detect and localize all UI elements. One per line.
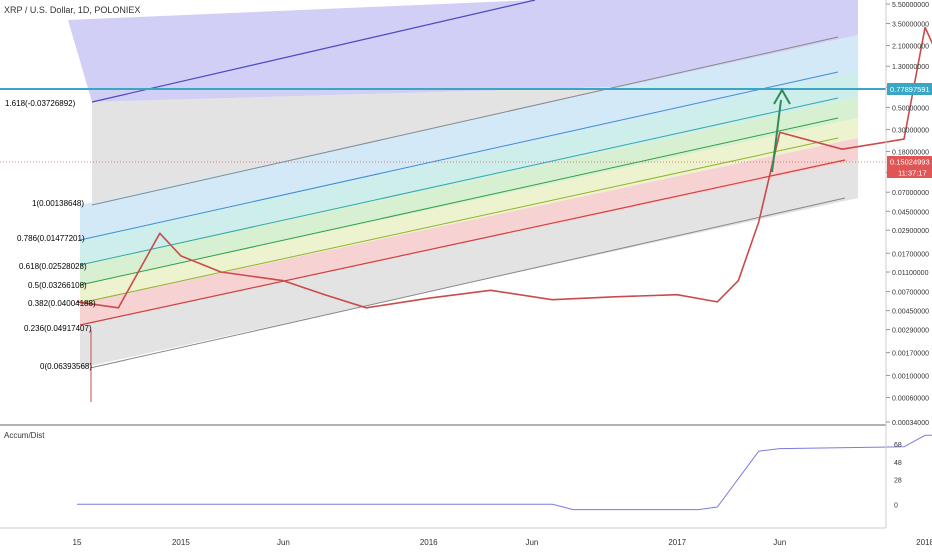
price-series[interactable] (76, 26, 932, 402)
fib-band-0236 (80, 138, 858, 325)
fib-label: 0.236(0.04917407) (24, 324, 92, 333)
time-axis[interactable]: 152015Jun2016Jun2017Jun2018Jun2019Jun202… (73, 538, 932, 547)
indicator-title: Accum/Dist (4, 431, 45, 440)
fib-label: 0.5(0.03266108) (28, 281, 87, 290)
arrow-head (773, 87, 791, 105)
time-tick-label: 15 (73, 538, 82, 547)
fib-band-0786 (80, 35, 858, 240)
price-tick-label: 0.00170000 (892, 351, 929, 358)
fib-line-1618[interactable] (91, 0, 536, 103)
level-badge-text: 0.77897591 (890, 85, 930, 94)
price-tick-label: 5.50000000 (892, 2, 929, 9)
price-line[interactable] (76, 26, 932, 309)
price-tick-label: 0.50000000 (892, 105, 929, 112)
fib-label: 1.618(-0.03726892) (5, 99, 76, 108)
fib-line-0382[interactable] (79, 137, 839, 304)
countdown-badge-text: 11:37:17 (898, 169, 927, 178)
fib-line-0[interactable] (89, 197, 846, 369)
fib-label: 0.382(0.04004188) (28, 299, 96, 308)
prediction-arrow[interactable] (771, 87, 791, 173)
fib-label: 1(0.00138648) (32, 199, 84, 208)
price-tick-label: 0.04500000 (892, 209, 929, 216)
price-tick-label: 0.00100000 (892, 373, 929, 380)
fib-band-05 (80, 97, 858, 285)
last-badge-bg (887, 156, 932, 167)
accum-dist-axis[interactable]: 68 48 28 0 (894, 442, 902, 509)
price-axis[interactable]: 5.50000000 3.50000000 2.10000000 1.30000000… (886, 2, 929, 427)
price-tick-label: 0.00060000 (892, 396, 929, 403)
fib-line-05[interactable] (79, 117, 839, 286)
accum-dist-tick-label: 48 (894, 460, 902, 467)
time-tick-label: Jun (277, 538, 290, 547)
fib-channel[interactable] (68, 0, 858, 369)
price-tick-label: 0.00290000 (892, 328, 929, 335)
time-tick-label: Jun (773, 538, 786, 547)
level-badge-bg (887, 83, 932, 95)
time-tick-label: Jun (525, 538, 538, 547)
fib-label: 0.786(0.01477201) (17, 234, 85, 243)
price-tick-label: 0.07000000 (892, 190, 929, 197)
last-price-badge: 0.15024993 11:37:17 (887, 156, 932, 178)
price-tick-label: 0.02900000 (892, 228, 929, 235)
level-price-badge: 0.77897591 (887, 83, 932, 95)
fib-band-0-gray (80, 160, 858, 368)
accum-dist-line[interactable] (77, 434, 932, 511)
fib-line-1[interactable] (91, 36, 839, 206)
price-tick-label: 1.30000000 (892, 64, 929, 71)
price-tick-label: 0.00700000 (892, 290, 929, 297)
price-tick-label: 0.00450000 (892, 309, 929, 316)
fib-band-0618 (80, 72, 858, 265)
price-tick-label: 0.00034000 (892, 420, 929, 427)
time-tick-label: 2016 (420, 538, 438, 547)
fib-label: 0(0.06393568) (40, 362, 92, 371)
countdown-badge-bg (887, 167, 932, 178)
price-tick-label: 3.50000000 (892, 21, 929, 28)
accum-dist-tick-label: 0 (894, 502, 898, 509)
last-badge-text: 0.15024993 (890, 158, 930, 167)
fib-line-0786[interactable] (79, 71, 839, 241)
time-tick-label: 2017 (668, 538, 686, 547)
symbol-title: XRP / U.S. Dollar, 1D, POLONIEX (4, 5, 140, 15)
price-tick-label: 0.30000000 (892, 127, 929, 134)
fib-band-0382 (80, 118, 858, 303)
fib-line-0236[interactable] (79, 159, 846, 326)
time-tick-label: 2018 (916, 538, 932, 547)
accum-dist-tick-label: 68 (894, 442, 902, 449)
price-tick-label: 0.01100000 (892, 270, 929, 277)
fib-labels: 1.618(-0.03726892) 1(0.00138648) 0.786(0… (5, 99, 96, 371)
fib-label: 0.618(0.02528028) (19, 262, 87, 271)
arrow-shaft (771, 99, 782, 173)
price-tick-label: 0.18000000 (892, 149, 929, 156)
fib-line-0618[interactable] (79, 97, 839, 266)
time-tick-label: 2015 (172, 538, 190, 547)
accum-dist-tick-label: 28 (894, 478, 902, 485)
price-tick-label: 2.10000000 (892, 44, 929, 51)
price-tick-label: 0.01700000 (892, 251, 929, 258)
